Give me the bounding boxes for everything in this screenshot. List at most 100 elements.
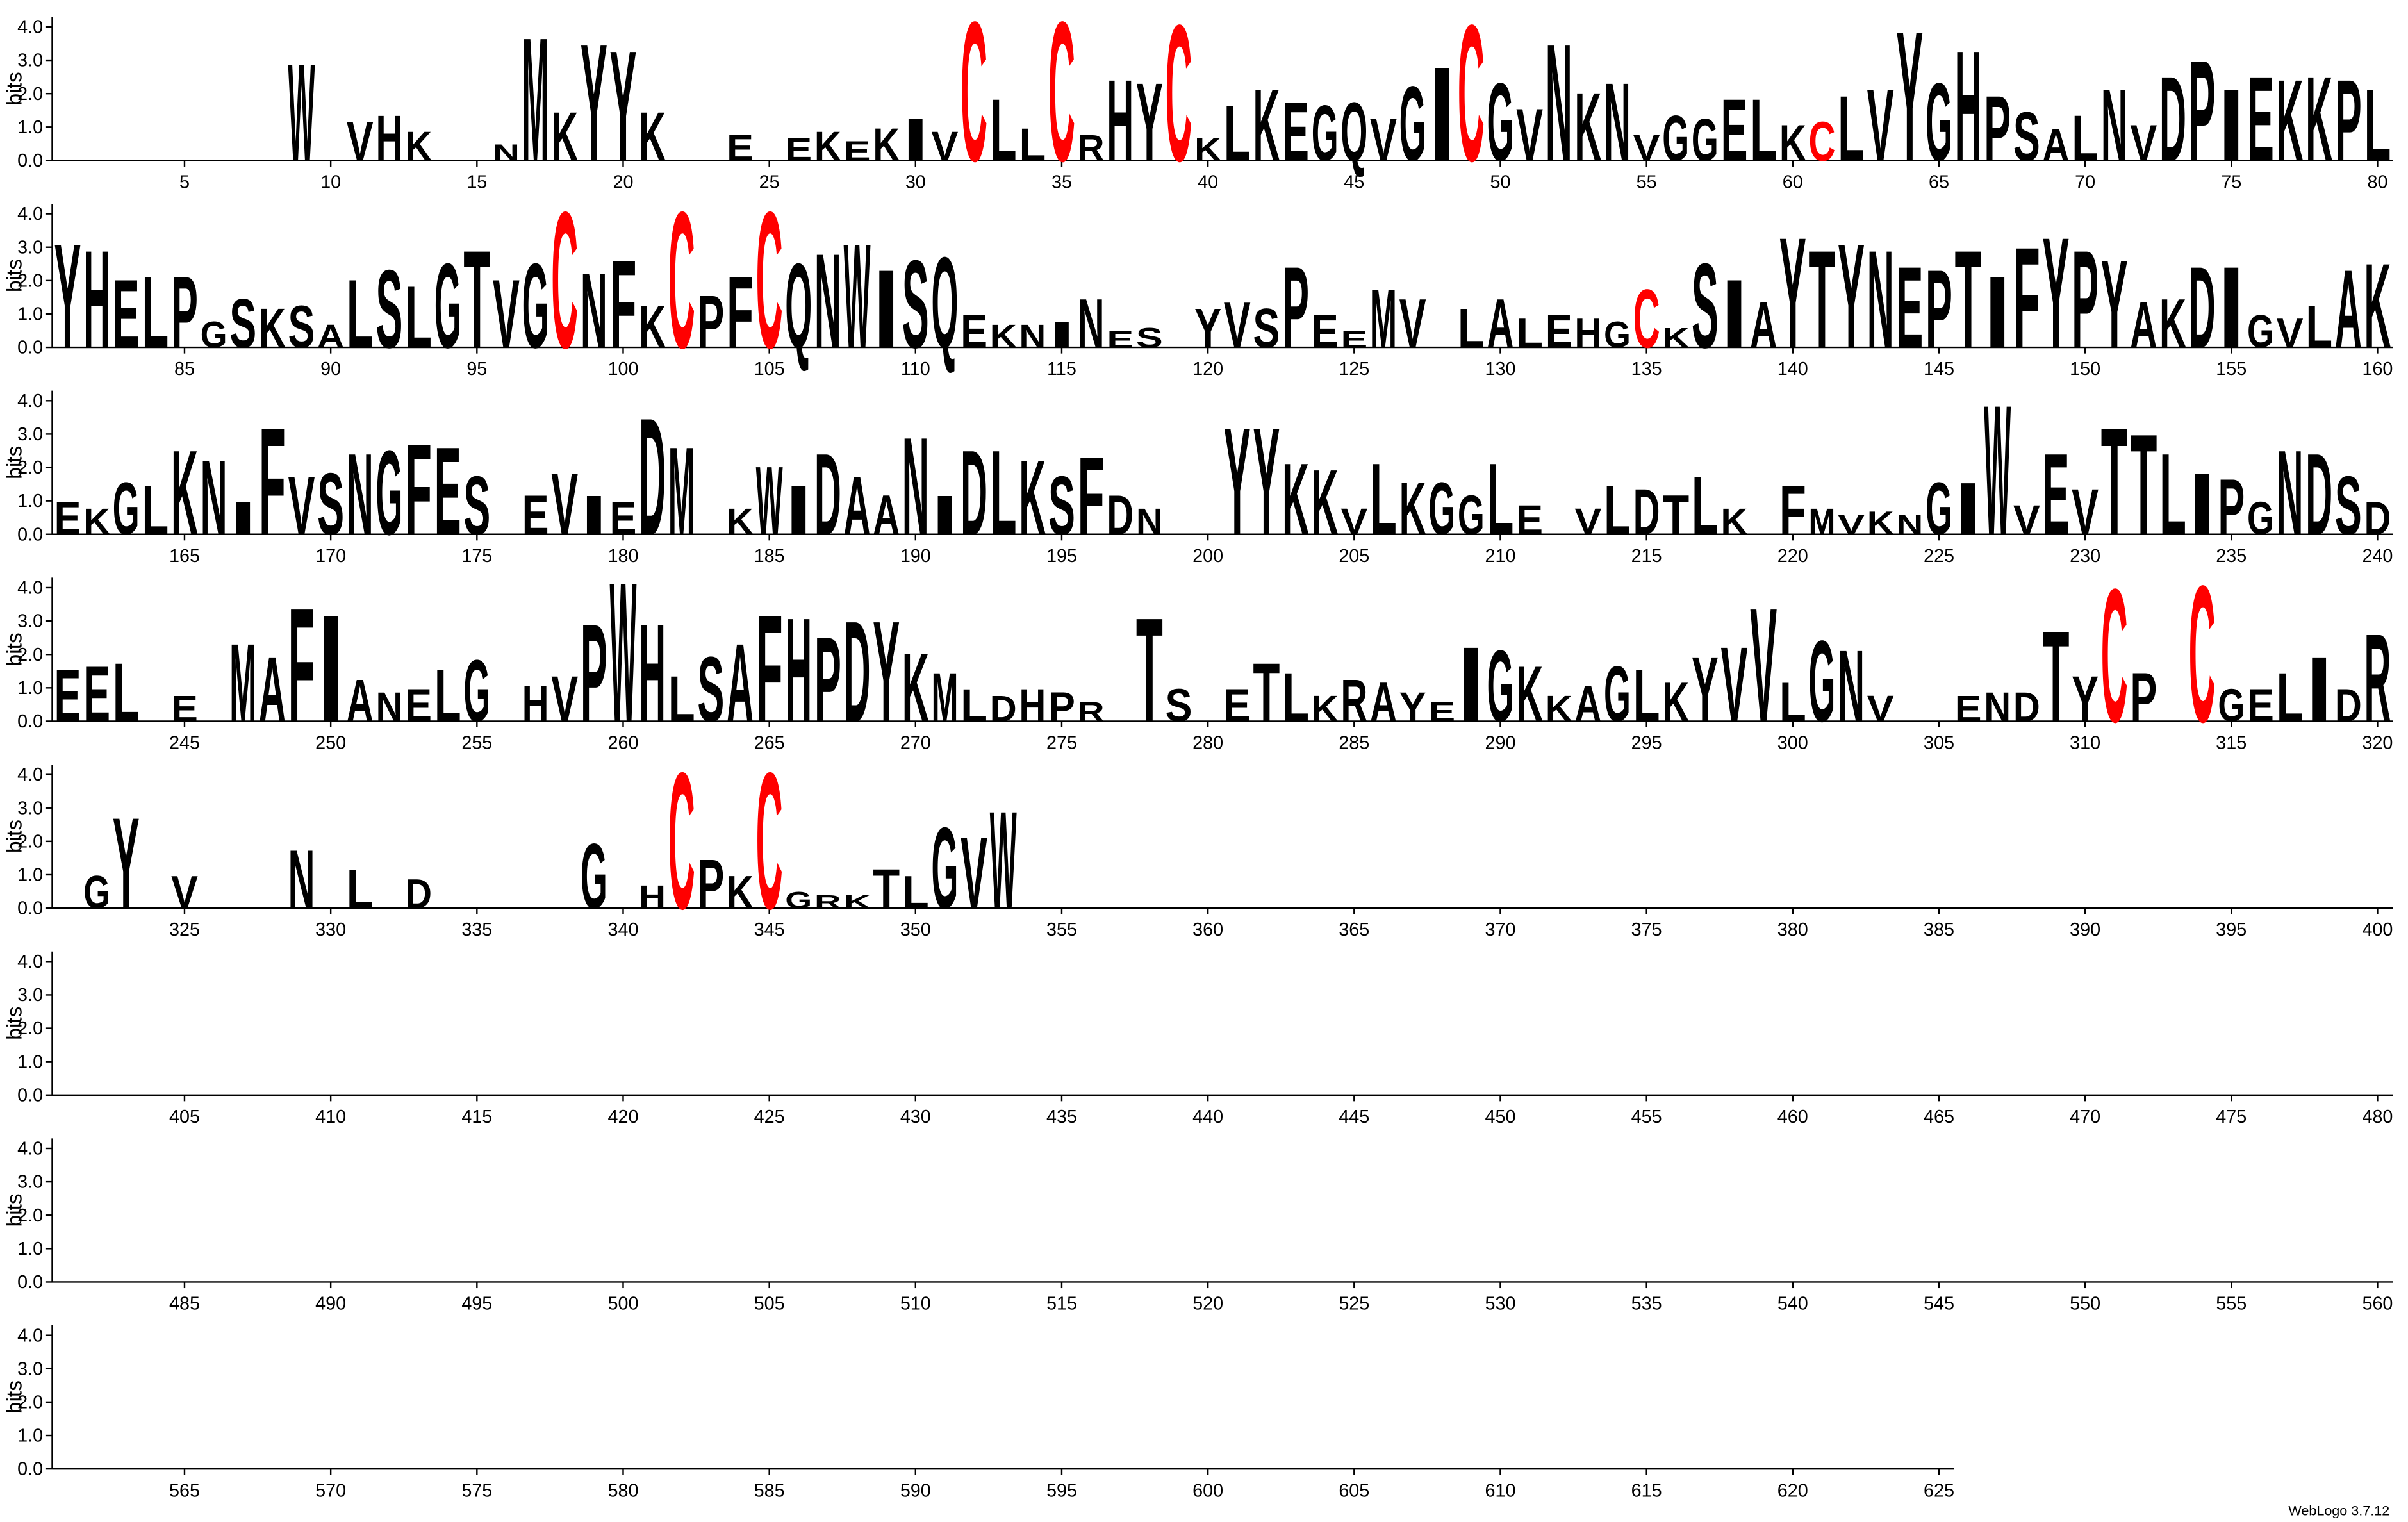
y-axis-label: bits [3, 1007, 27, 1040]
logo-letter: Q [1340, 85, 1367, 178]
y-axis-label: bits [3, 633, 27, 666]
logo-letter: E [1282, 85, 1309, 178]
y-tick-label: 2.0 [17, 84, 43, 104]
logo-letter: A [259, 638, 286, 741]
logo-letter: V [1750, 575, 1777, 757]
logo-letter: T [873, 857, 900, 920]
logo-letter: Y [1136, 60, 1163, 185]
logo-letter: L [1516, 310, 1543, 357]
logo-letter: G [2247, 493, 2274, 545]
logo-letter: D [814, 429, 841, 559]
logo-letter: K [873, 119, 900, 171]
y-tick-label: 4.0 [17, 204, 43, 224]
logo-letter: C [961, 0, 987, 203]
logo-letter: V [2130, 114, 2157, 171]
x-tick-label: 460 [1777, 1107, 1808, 1127]
logo-letter: E [83, 650, 110, 739]
logo-letter: D [2013, 684, 2040, 731]
logo-letter: L [1019, 119, 1046, 171]
logo-letter: C [756, 733, 783, 950]
x-tick-label: 120 [1192, 359, 1223, 379]
logo-letter: E [785, 131, 812, 168]
logo-letter: I [1428, 38, 1455, 189]
logo-letter: D [1107, 484, 1134, 547]
x-tick-label: 260 [607, 733, 638, 754]
logo-letter: G [375, 426, 402, 560]
x-tick-label: 205 [1339, 546, 1369, 567]
logo-letter: N [493, 140, 520, 165]
y-tick-label: 2.0 [17, 270, 43, 291]
logo-letter: H [83, 222, 110, 377]
logo-letter: K [1194, 131, 1221, 168]
x-tick-label: 155 [2216, 359, 2247, 379]
logo-letter: L [1224, 89, 1251, 178]
y-tick-label: 3.0 [17, 237, 43, 258]
x-tick-label: 555 [2216, 1294, 2247, 1314]
logo-letter: R [1078, 128, 1105, 169]
logo-letter: A [1750, 289, 1777, 361]
y-tick-label: 3.0 [17, 1359, 43, 1379]
x-tick-label: 60 [1783, 172, 1803, 193]
logo-letter: Y [873, 591, 900, 752]
x-tick-label: 365 [1339, 920, 1369, 940]
logo-letter: I [317, 583, 344, 754]
logo-letter: C [551, 172, 578, 390]
logo-letter: E [1224, 680, 1251, 732]
logo-letter: K [1779, 114, 1806, 171]
x-tick-label: 20 [613, 172, 633, 193]
x-tick-label: 305 [1924, 733, 1954, 754]
logo-letter: G [1604, 315, 1631, 356]
x-tick-label: 575 [461, 1480, 492, 1501]
y-tick-label: 0.0 [17, 1459, 43, 1480]
x-tick-label: 450 [1485, 1107, 1515, 1127]
x-tick-label: 355 [1046, 920, 1077, 940]
y-tick-label: 2.0 [17, 1018, 43, 1039]
x-tick-label: 35 [1051, 172, 1072, 193]
logo-letter: K [1399, 467, 1426, 550]
y-tick-label: 0.0 [17, 524, 43, 545]
logo-letter: A [727, 620, 754, 745]
x-tick-label: 535 [1631, 1294, 1662, 1314]
logo-letter: I [931, 484, 958, 547]
logo-letter: E [844, 136, 871, 167]
logo-letter: L [1458, 297, 1485, 360]
x-tick-label: 215 [1631, 546, 1662, 567]
logo-letter: H [375, 102, 402, 174]
x-tick-label: 530 [1485, 1294, 1515, 1314]
logo-letter: E [1896, 242, 1923, 372]
logo-letter: L [1282, 659, 1309, 736]
x-tick-label: 300 [1777, 733, 1808, 754]
logo-letter: N [902, 408, 929, 564]
logo-letter: C [1808, 110, 1835, 172]
logo-letter: G [1458, 484, 1485, 547]
logo-letter: K [1312, 688, 1339, 729]
x-tick-label: 485 [169, 1294, 200, 1314]
logo-letter: K [405, 123, 432, 170]
x-tick-label: 55 [1637, 172, 1657, 193]
logo-letter: K [2364, 238, 2391, 373]
logo-letter: E [961, 306, 987, 358]
logo-letter: T [2043, 604, 2070, 749]
x-tick-label: 200 [1192, 546, 1223, 567]
x-tick-label: 615 [1631, 1480, 1662, 1501]
logo-letter: I [2305, 638, 2332, 741]
x-tick-label: 185 [754, 546, 785, 567]
logo-letter: A [347, 667, 374, 734]
logo-letter: L [2277, 659, 2304, 736]
x-tick-label: 240 [2362, 546, 2393, 567]
logo-letter: G [1399, 64, 1426, 183]
x-tick-label: 510 [900, 1294, 931, 1314]
logo-letter: K [1867, 505, 1894, 542]
logo-letter: Y [2043, 204, 2070, 381]
x-tick-label: 550 [2070, 1294, 2100, 1314]
logo-letter: F [756, 583, 783, 754]
logo-letter: K [1253, 69, 1280, 182]
logo-letter: K [259, 297, 286, 360]
x-tick-label: 230 [2070, 546, 2100, 567]
logo-letter: I [1048, 315, 1075, 356]
logo-letter: I [902, 106, 929, 174]
x-tick-label: 335 [461, 920, 492, 940]
logo-letter: K [1312, 451, 1339, 554]
logo-letter: E [1312, 306, 1339, 358]
logo-letter: M [931, 659, 958, 736]
